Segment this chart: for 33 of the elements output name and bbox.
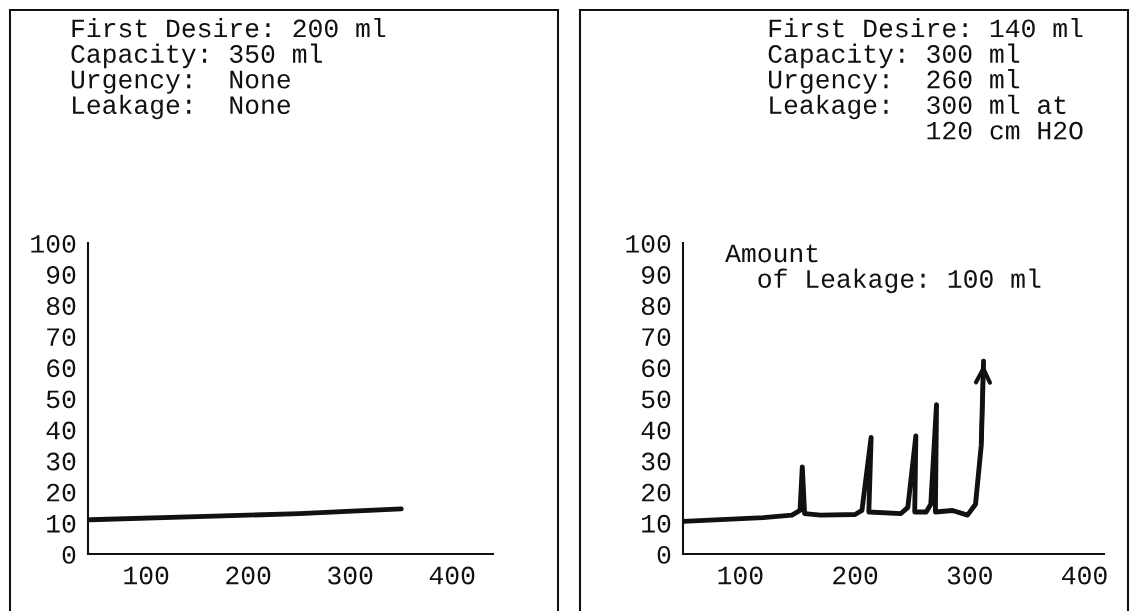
y-tick-label: 0 xyxy=(657,545,671,564)
y-tick-label: 30 xyxy=(641,452,671,471)
y-tick-label: 30 xyxy=(46,452,76,471)
y-tick-label: 50 xyxy=(46,390,76,409)
y-tick-label: 20 xyxy=(642,483,671,502)
y-tick-label: 50 xyxy=(641,390,671,409)
y-tick-label: 60 xyxy=(642,359,671,378)
x-tick-label: 100 xyxy=(124,566,169,585)
y-tick-label: 70 xyxy=(47,328,76,347)
y-tick-label: 10 xyxy=(642,514,671,533)
x-tick-label: 300 xyxy=(947,566,992,585)
y-tick-label: 0 xyxy=(62,545,76,564)
y-tick-label: 90 xyxy=(47,266,76,284)
y-tick-label: 40 xyxy=(46,421,76,440)
x-tick-label: 300 xyxy=(328,566,373,585)
x-tick-label: 200 xyxy=(226,566,271,585)
y-tick-label: 70 xyxy=(642,328,671,347)
y-tick-label: 10 xyxy=(47,514,76,533)
text: First Desire: 140 ml Capacity: 300 ml Urgency: 260 ml Leakage: 300 ml at 120 cm H2O xyxy=(768,18,1083,140)
x-tick-label: 100 xyxy=(718,566,763,585)
y-tick-label: 100 xyxy=(626,234,671,253)
y-tick-label: 80 xyxy=(46,297,76,316)
y-tick-label: 80 xyxy=(641,297,671,316)
y-tick-label: 100 xyxy=(31,234,76,253)
x-tick-label: 400 xyxy=(429,566,475,585)
text: First Desire: 200 ml Capacity: 350 ml Urgency: None Leakage: None xyxy=(71,18,386,120)
y-tick-label: 90 xyxy=(642,266,671,284)
y-tick-label: 20 xyxy=(47,483,76,502)
annotation: Amount of Leakage: 100 ml xyxy=(725,244,1041,294)
y-tick-label: 60 xyxy=(47,359,76,378)
y-tick-label: 40 xyxy=(641,421,671,440)
x-tick-label: 400 xyxy=(1062,566,1107,585)
x-tick-label: 200 xyxy=(833,566,878,585)
